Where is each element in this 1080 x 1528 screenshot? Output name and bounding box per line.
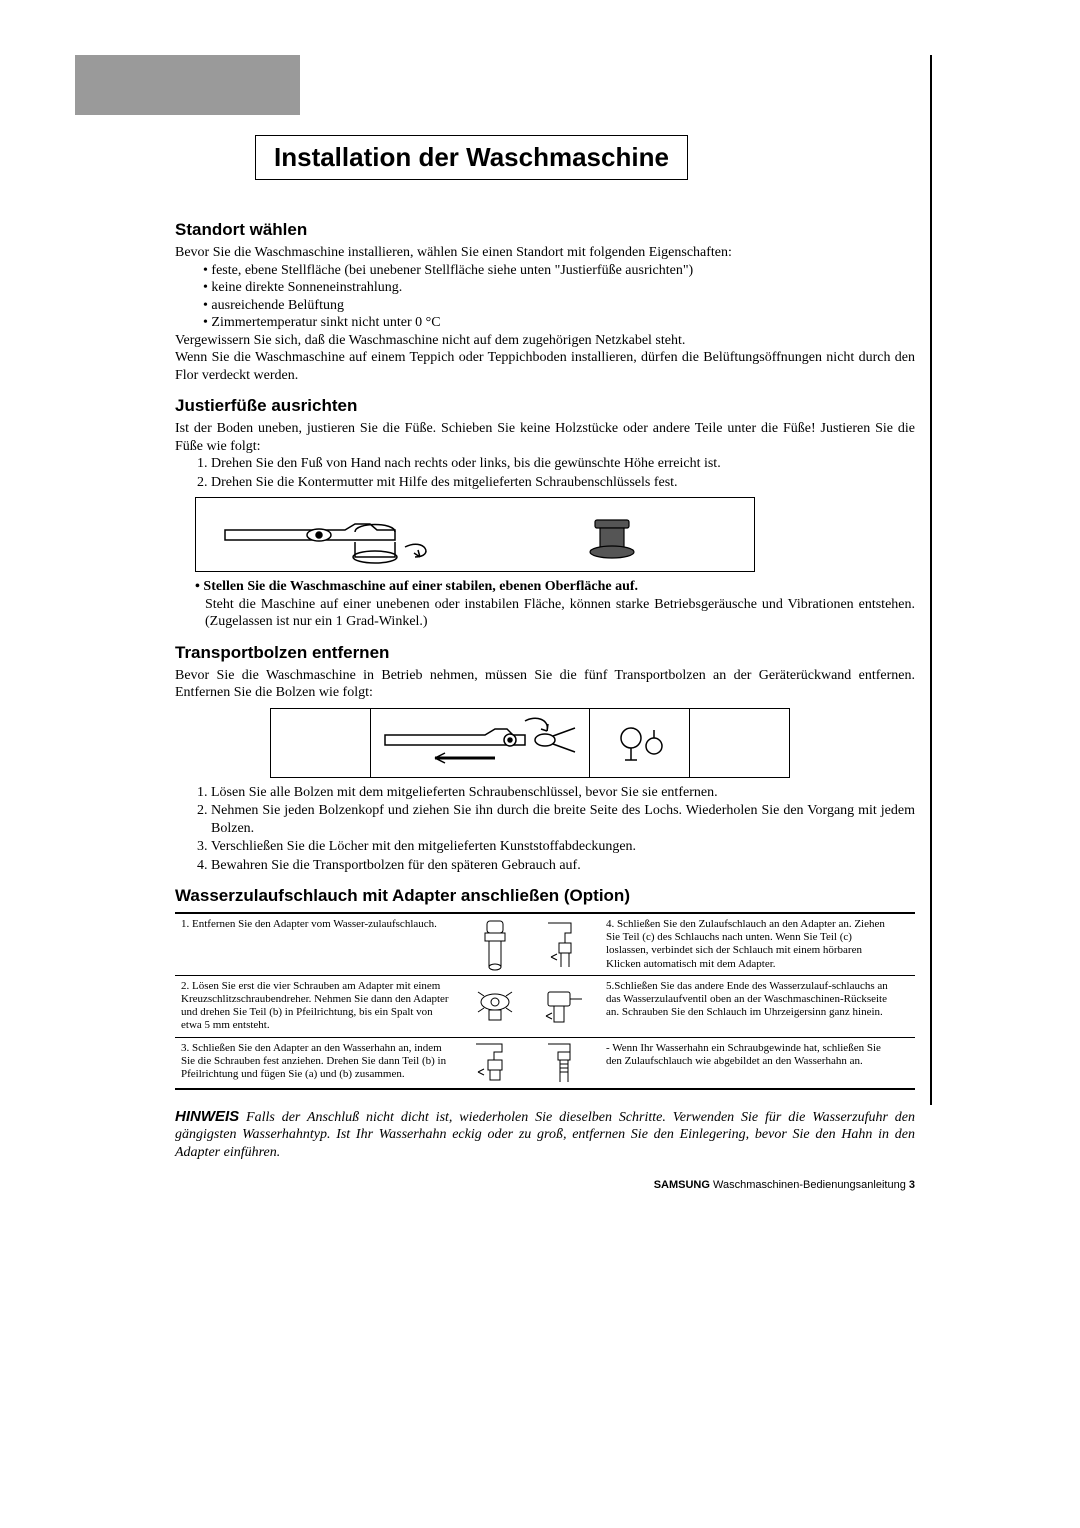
heading-standort: Standort wählen [175, 220, 915, 240]
header-gray-band [75, 55, 300, 115]
hinweis-text: Falls der Anschluß nicht dicht ist, wied… [175, 1110, 915, 1160]
title-box: Installation der Waschmaschine [255, 135, 688, 180]
adapter-1-right-img [530, 914, 600, 975]
heading-justier: Justierfüße ausrichten [175, 396, 915, 416]
footer: SAMSUNG Waschmaschinen-Bedienungsanleitu… [175, 1179, 915, 1191]
standort-intro: Bevor Sie die Waschmaschine installieren… [175, 244, 915, 262]
adapter-2-left: 2. Lösen Sie erst die vier Schrauben am … [175, 976, 460, 1037]
transport-diagram [270, 708, 790, 778]
adapter-2-right: 5.Schließen Sie das andere Ende des Wass… [600, 976, 900, 1037]
threaded-faucet-icon [540, 1038, 590, 1088]
adapter-row-2: 2. Lösen Sie erst die vier Schrauben am … [175, 976, 915, 1038]
bolt-wrench-icon [375, 713, 585, 773]
adapter-row-1: 1. Entfernen Sie den Adapter vom Wasser-… [175, 914, 915, 976]
transport-step-2: Nehmen Sie jeden Bolzenkopf und ziehen S… [211, 802, 915, 837]
bolt-hole-icon [609, 718, 669, 768]
adapter-1-right: 4. Schließen Sie den Zulaufschlauch an d… [600, 914, 900, 975]
justier-intro: Ist der Boden uneben, justieren Sie die … [175, 420, 915, 455]
adapter-2-left-img [460, 976, 530, 1037]
adapter-1-left-img [460, 914, 530, 975]
justier-step-2: Drehen Sie die Kontermutter mit Hilfe de… [211, 474, 915, 492]
standort-after-2: Wenn Sie die Waschmaschine auf einem Tep… [175, 349, 915, 384]
adapter-3-left: 3. Schließen Sie den Adapter an den Wass… [175, 1038, 460, 1088]
standort-bullet-1: feste, ebene Stellfläche (bei unebener S… [203, 262, 915, 280]
standort-bullets: feste, ebene Stellfläche (bei unebener S… [203, 262, 915, 332]
adapter-icon [475, 917, 515, 972]
adapter-3-right: - Wenn Ihr Wasserhahn ein Schraubgewinde… [600, 1038, 900, 1088]
footer-text: Waschmaschinen-Bedienungsanleitung [710, 1179, 909, 1191]
standort-bullet-2: keine direkte Sonneneinstrahlung. [203, 279, 915, 297]
standort-bullet-4: Zimmertemperatur sinkt nicht unter 0 °C [203, 314, 915, 332]
transport-intro: Bevor Sie die Waschmaschine in Betrieb n… [175, 667, 915, 702]
heading-wasser: Wasserzulaufschlauch mit Adapter anschli… [175, 886, 915, 906]
adapter-row-3: 3. Schließen Sie den Adapter an den Wass… [175, 1038, 915, 1090]
footer-brand: SAMSUNG [654, 1179, 710, 1191]
transport-steps: Lösen Sie alle Bolzen mit dem mitgeliefe… [211, 784, 915, 875]
wrench-foot-icon [205, 502, 745, 567]
heading-transport: Transportbolzen entfernen [175, 643, 915, 663]
justier-note-bold: • Stellen Sie die Waschmaschine auf eine… [195, 578, 915, 596]
adapter-1-left: 1. Entfernen Sie den Adapter vom Wasser-… [175, 914, 460, 975]
adapter-3-right-img [530, 1038, 600, 1088]
right-margin-rule [930, 55, 932, 1105]
standort-bullet-3: ausreichende Belüftung [203, 297, 915, 315]
hinweis-block: HINWEIS Falls der Anschluß nicht dicht i… [175, 1108, 915, 1162]
page-content: Installation der Waschmaschine Standort … [175, 135, 915, 1191]
adapter-2-right-img [530, 976, 600, 1037]
adapter-3-left-img [460, 1038, 530, 1088]
justier-steps: Drehen Sie den Fuß von Hand nach rechts … [211, 455, 915, 491]
hinweis-label: HINWEIS [175, 1108, 239, 1125]
justier-diagram [195, 497, 755, 572]
footer-page: 3 [909, 1179, 915, 1191]
adapter-table: 1. Entfernen Sie den Adapter vom Wasser-… [175, 912, 915, 1090]
standort-after-1: Vergewissern Sie sich, daß die Waschmasc… [175, 332, 915, 350]
faucet-adapter-icon [470, 1038, 520, 1088]
transport-step-4: Bewahren Sie die Transportbolzen für den… [211, 857, 915, 875]
faucet-connect-icon [543, 917, 588, 972]
justier-step-1: Drehen Sie den Fuß von Hand nach rechts … [211, 455, 915, 473]
transport-step-3: Verschließen Sie die Löcher mit den mitg… [211, 838, 915, 856]
justier-note-body: Steht die Maschine auf einer unebenen od… [205, 596, 915, 631]
valve-icon [540, 984, 590, 1029]
page-title: Installation der Waschmaschine [274, 142, 669, 173]
transport-step-1: Lösen Sie alle Bolzen mit dem mitgeliefe… [211, 784, 915, 802]
adapter-screw-icon [470, 984, 520, 1029]
